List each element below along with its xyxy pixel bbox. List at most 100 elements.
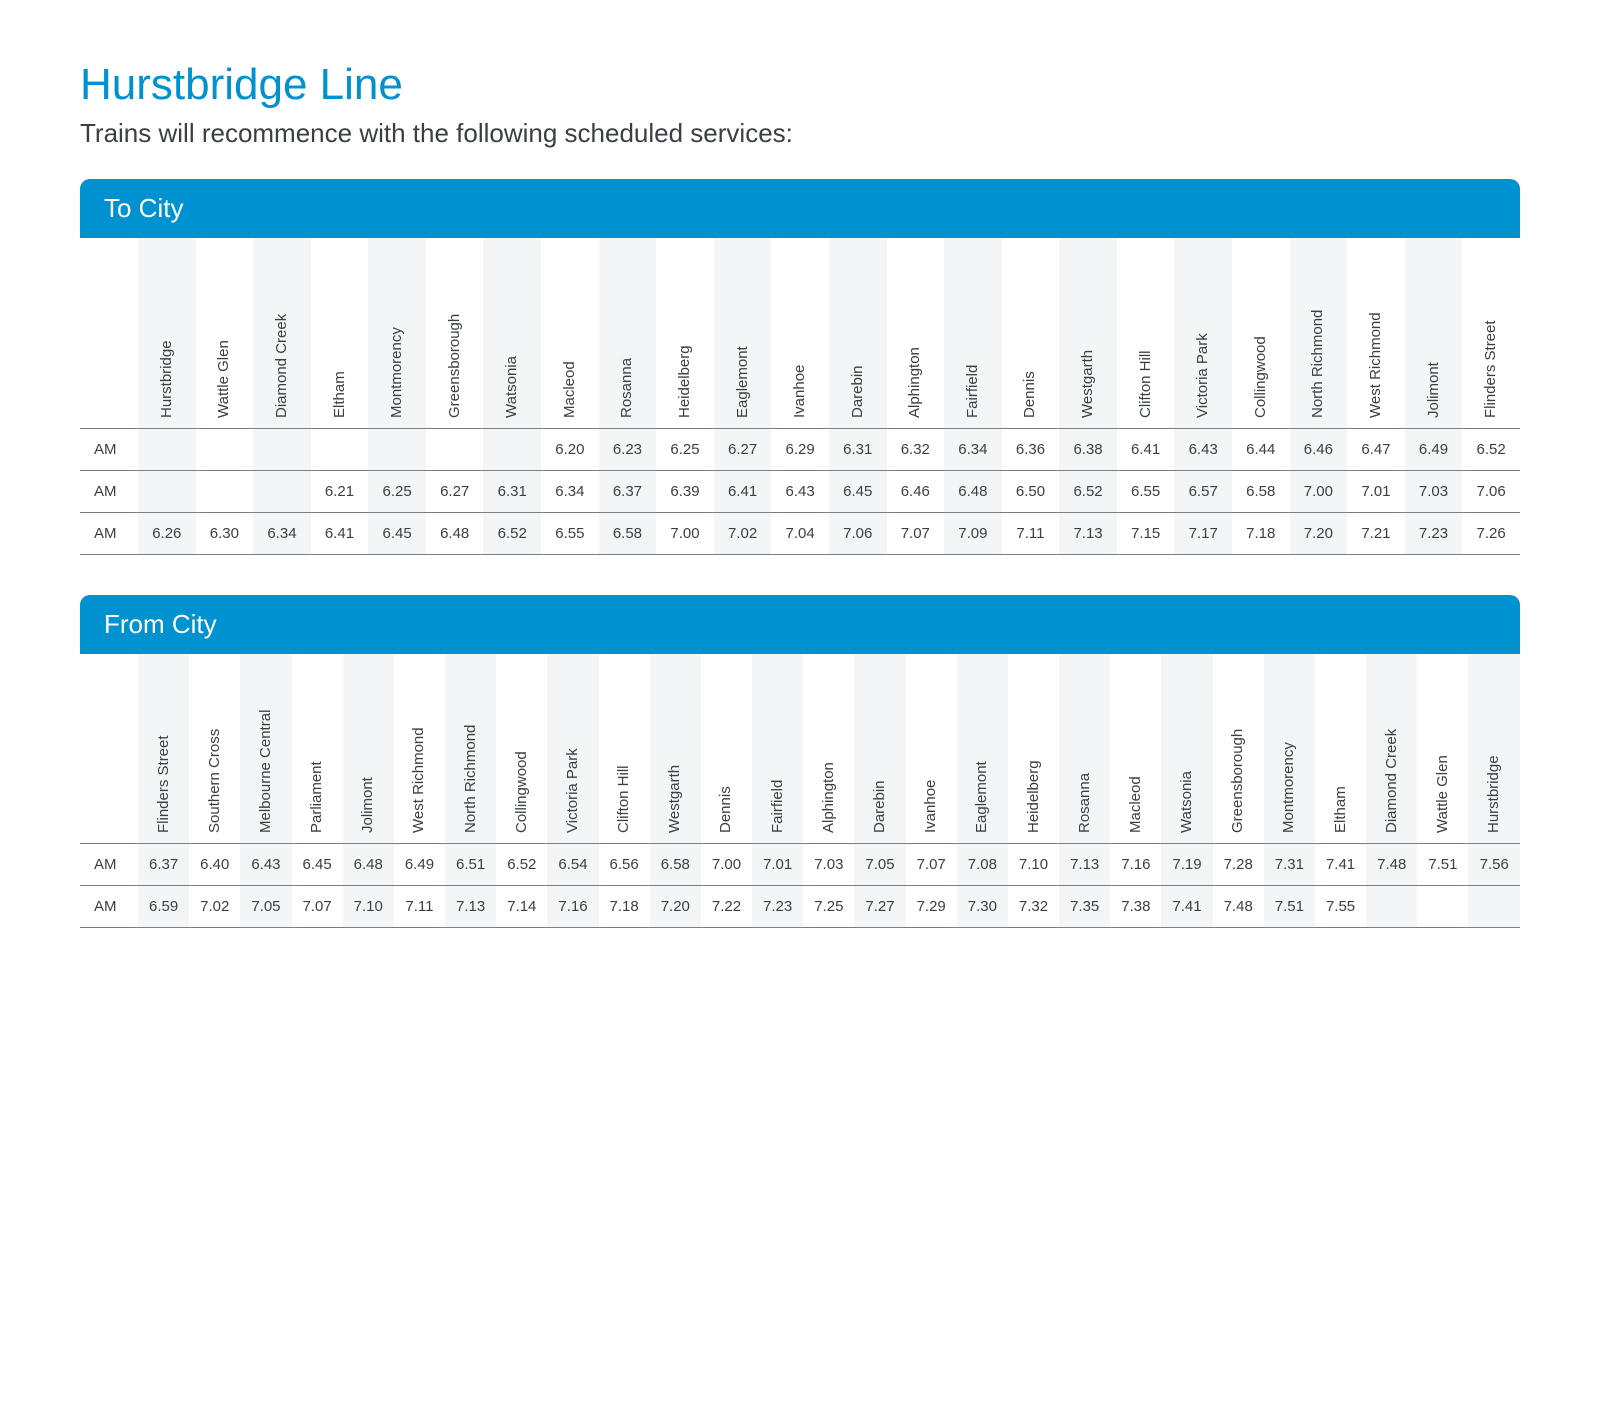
page-title: Hurstbridge Line [80,60,1520,110]
time-cell: 6.47 [1347,428,1405,470]
station-header: Clifton Hill [1117,238,1175,428]
time-cell: 6.49 [394,844,445,886]
time-cell: 6.50 [1002,470,1060,512]
time-cell: 7.30 [957,886,1008,928]
time-cell: 6.52 [1059,470,1117,512]
period-cell: AM [80,512,138,554]
time-cell: 7.06 [1462,470,1520,512]
time-cell [196,470,254,512]
station-header: Dennis [1002,238,1060,428]
time-cell: 7.41 [1315,844,1366,886]
station-header: Rosanna [599,238,657,428]
time-cell: 7.29 [906,886,957,928]
station-header: West Richmond [1347,238,1405,428]
station-header: Watsonia [1161,654,1212,844]
station-header: Dennis [701,654,752,844]
time-cell [483,428,541,470]
time-cell: 7.16 [547,886,598,928]
time-cell: 7.20 [650,886,701,928]
time-cell: 7.07 [887,512,945,554]
time-cell: 6.55 [541,512,599,554]
period-cell: AM [80,886,138,928]
time-cell: 6.39 [656,470,714,512]
station-header: Fairfield [944,238,1002,428]
time-cell: 7.11 [1002,512,1060,554]
time-cell: 6.38 [1059,428,1117,470]
time-cell: 6.32 [887,428,945,470]
page-subtitle: Trains will recommence with the followin… [80,118,1520,149]
time-cell: 7.25 [803,886,854,928]
station-header: Flinders Street [138,654,189,844]
time-cell: 6.43 [771,470,829,512]
section-header: To City [80,179,1520,238]
station-header: Collingwood [496,654,547,844]
time-cell: 7.51 [1417,844,1468,886]
time-cell [138,470,196,512]
station-header: Montmorency [1264,654,1315,844]
time-cell: 7.27 [854,886,905,928]
time-cell: 7.35 [1059,886,1110,928]
time-cell: 6.59 [138,886,189,928]
time-cell: 7.02 [714,512,772,554]
station-header: Westgarth [1059,238,1117,428]
time-cell: 6.37 [138,844,189,886]
station-header: Hurstbridge [138,238,196,428]
time-cell: 7.07 [292,886,343,928]
time-cell [368,428,426,470]
time-cell: 6.55 [1117,470,1175,512]
station-header: Rosanna [1059,654,1110,844]
time-cell: 6.45 [292,844,343,886]
station-header: Victoria Park [1174,238,1232,428]
time-cell: 7.23 [1405,512,1463,554]
time-cell: 7.51 [1264,886,1315,928]
period-cell: AM [80,428,138,470]
time-cell: 6.44 [1232,428,1290,470]
time-cell: 6.25 [656,428,714,470]
time-cell: 7.07 [906,844,957,886]
station-header: Watsonia [483,238,541,428]
time-cell: 7.08 [957,844,1008,886]
time-cell: 7.00 [701,844,752,886]
station-header: Darebin [829,238,887,428]
timetable: Flinders StreetSouthern CrossMelbourne C… [80,654,1520,929]
time-cell: 7.17 [1174,512,1232,554]
time-cell: 7.32 [1008,886,1059,928]
period-cell: AM [80,470,138,512]
station-header: Darebin [854,654,905,844]
station-header: Greensborough [1213,654,1264,844]
time-cell: 6.31 [829,428,887,470]
time-cell: 7.00 [656,512,714,554]
time-cell: 6.23 [599,428,657,470]
time-cell: 6.48 [343,844,394,886]
time-cell: 6.41 [311,512,369,554]
time-cell: 6.52 [1462,428,1520,470]
station-header: Greensborough [426,238,484,428]
station-header: Alphington [887,238,945,428]
station-header: Fairfield [752,654,803,844]
time-cell [426,428,484,470]
time-cell: 6.48 [426,512,484,554]
station-header: Eaglemont [957,654,1008,844]
time-cell: 6.27 [426,470,484,512]
time-cell [1366,886,1417,928]
time-cell: 7.48 [1366,844,1417,886]
time-cell: 6.34 [541,470,599,512]
station-header: Diamond Creek [253,238,311,428]
time-cell: 7.55 [1315,886,1366,928]
station-header: Eltham [1315,654,1366,844]
time-cell: 7.06 [829,512,887,554]
station-header: Melbourne Central [240,654,291,844]
station-header: Alphington [803,654,854,844]
time-cell: 7.11 [394,886,445,928]
time-cell: 6.34 [944,428,1002,470]
station-header: Montmorency [368,238,426,428]
time-cell: 7.14 [496,886,547,928]
timetable-sections: To CityHurstbridgeWattle GlenDiamond Cre… [80,179,1520,928]
time-cell [196,428,254,470]
time-cell: 7.15 [1117,512,1175,554]
time-cell: 7.10 [343,886,394,928]
time-cell: 6.20 [541,428,599,470]
station-header: Diamond Creek [1366,654,1417,844]
time-cell: 7.18 [1232,512,1290,554]
time-cell: 7.28 [1213,844,1264,886]
